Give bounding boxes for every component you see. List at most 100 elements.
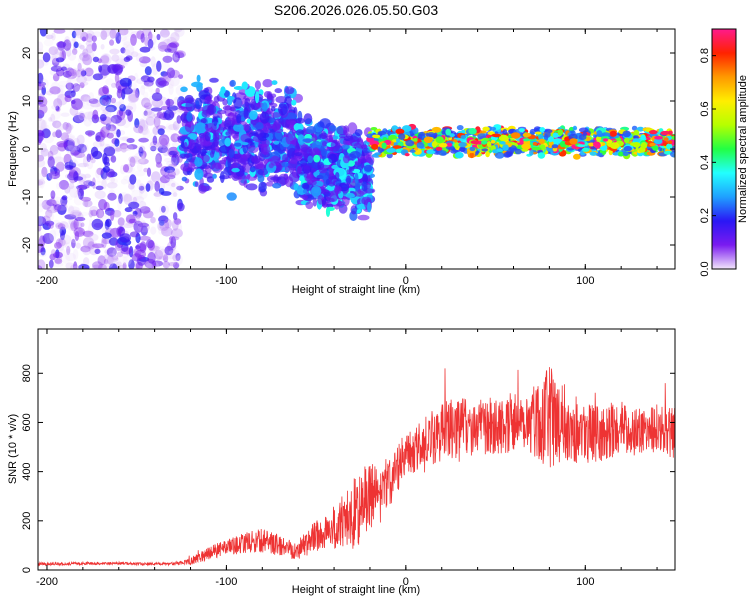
- spectrogram-cell: [99, 114, 107, 122]
- spectrogram-cell: [115, 261, 123, 268]
- spectrogram-cell: [83, 74, 93, 82]
- spectrogram-cell: [157, 41, 168, 52]
- spectrogram-cell: [99, 128, 109, 134]
- colorbar-tick-label: 0.8: [699, 48, 711, 63]
- spectrogram-cell: [416, 142, 425, 149]
- spectrogram-cell: [142, 29, 152, 37]
- spectrogram-cell: [91, 177, 96, 189]
- spectrogram-cell: [74, 143, 80, 151]
- spectrogram-cell: [47, 156, 55, 168]
- spectrogram-cell: [135, 249, 146, 259]
- spectrogram-cell: [105, 106, 115, 113]
- spectrogram-cell: [341, 144, 350, 150]
- spectrogram-cell: [145, 116, 156, 126]
- spectrogram-cell: [65, 262, 75, 269]
- spectrogram-cell: [335, 172, 340, 180]
- spectrogram-cell: [102, 54, 110, 65]
- spectrogram-cell: [350, 205, 358, 215]
- spectrogram-cell: [111, 82, 117, 88]
- spectrogram-cell: [71, 211, 82, 217]
- spectrogram-cell: [107, 192, 117, 201]
- spectrogram-cell: [52, 219, 61, 226]
- spectrogram-cell: [147, 39, 154, 49]
- spectrogram-cell: [270, 155, 281, 166]
- spectrogram-cell: [156, 111, 164, 118]
- spectrogram-cell: [271, 112, 282, 118]
- spectrogram-cell: [194, 157, 203, 167]
- spectrogram-cell: [77, 62, 82, 72]
- spectrogram-cell: [51, 196, 63, 206]
- spectrogram-cell: [44, 220, 55, 227]
- spectrogram-cell: [236, 113, 242, 124]
- spectrogram-cell: [481, 140, 488, 145]
- spectrogram-cell: [48, 222, 54, 229]
- spectrogram-cell: [83, 119, 92, 127]
- spectrogram-cell: [104, 210, 116, 220]
- spectrogram-cell: [172, 170, 181, 175]
- spectrogram-cell: [71, 221, 83, 229]
- spectrogram-cell: [176, 222, 183, 235]
- spectrogram-cell: [98, 65, 103, 73]
- spectrogram-cell: [363, 164, 373, 172]
- spectrogram-cell: [371, 143, 379, 150]
- spectrogram-cell: [196, 74, 201, 83]
- spectrogram-cell: [55, 161, 65, 172]
- spectrogram-cell: [79, 112, 85, 119]
- spectrogram-cell: [155, 153, 162, 165]
- spectrogram-cell: [67, 195, 73, 201]
- spectrogram-cell: [160, 75, 169, 80]
- spectrogram-cell: [230, 162, 239, 169]
- spectrogram-cell: [122, 36, 131, 48]
- spectrogram-cell: [293, 122, 304, 132]
- spectrogram-cell: [320, 148, 328, 157]
- spectrogram-cell: [71, 30, 77, 39]
- spectrogram-cell: [573, 153, 581, 160]
- spectrogram-cell: [72, 48, 78, 55]
- spectrogram-cell: [578, 127, 589, 133]
- colorbar-tick-label: 0.4: [699, 155, 711, 170]
- spectrogram-cell: [114, 138, 120, 147]
- spectrogram-cell: [78, 110, 85, 121]
- spectrogram-cell: [157, 145, 168, 154]
- spectrogram-cell: [105, 143, 110, 148]
- spectrogram-cell: [61, 66, 67, 71]
- spectrogram-cell: [544, 131, 551, 138]
- spectrogram-cell: [72, 249, 79, 260]
- spectrogram-cell: [38, 59, 45, 69]
- spectrogram-cell: [427, 132, 435, 137]
- spectrogram-cell: [112, 209, 122, 218]
- spectrogram-cell: [170, 32, 180, 43]
- spectrogram-cell: [238, 174, 247, 186]
- spectrogram-cell: [551, 144, 559, 149]
- spectrogram-cell: [76, 134, 85, 146]
- spectrogram-cell: [53, 98, 63, 109]
- spectrogram-cell: [57, 239, 68, 249]
- spectrogram-cell: [56, 93, 68, 106]
- spectrogram-cell: [73, 261, 78, 269]
- spectrogram-cell: [374, 152, 381, 156]
- snr-y-tick-label: 0: [21, 567, 33, 573]
- spectrogram-cell: [122, 262, 127, 269]
- spectrogram-cell: [175, 253, 181, 261]
- spectrogram-cell: [226, 192, 237, 201]
- spectrogram-cell: [38, 41, 44, 52]
- spectrogram-cell: [68, 182, 75, 190]
- spectrogram-cell: [198, 133, 206, 138]
- spectrogram-cell: [74, 216, 86, 222]
- spectrogram-cell: [104, 117, 116, 126]
- spectrogram-cell: [67, 159, 79, 167]
- spectrogram-cell: [266, 181, 274, 187]
- spectrogram-cell: [631, 125, 638, 131]
- spectrogram-cell: [200, 148, 207, 157]
- spectrogram-cell: [301, 182, 310, 189]
- spectrogram-cell: [122, 255, 132, 266]
- spectrogram-cell: [159, 248, 167, 260]
- spectrogram-cell: [161, 223, 169, 234]
- spectrogram-cell: [578, 134, 587, 141]
- spectrogram-cell: [123, 49, 131, 56]
- spectrogram-cell: [84, 178, 94, 187]
- spectrogram-cell: [143, 91, 149, 99]
- spectrogram-cell: [92, 264, 103, 269]
- spectrogram-cell: [431, 141, 438, 148]
- spectrogram-cell: [169, 169, 176, 175]
